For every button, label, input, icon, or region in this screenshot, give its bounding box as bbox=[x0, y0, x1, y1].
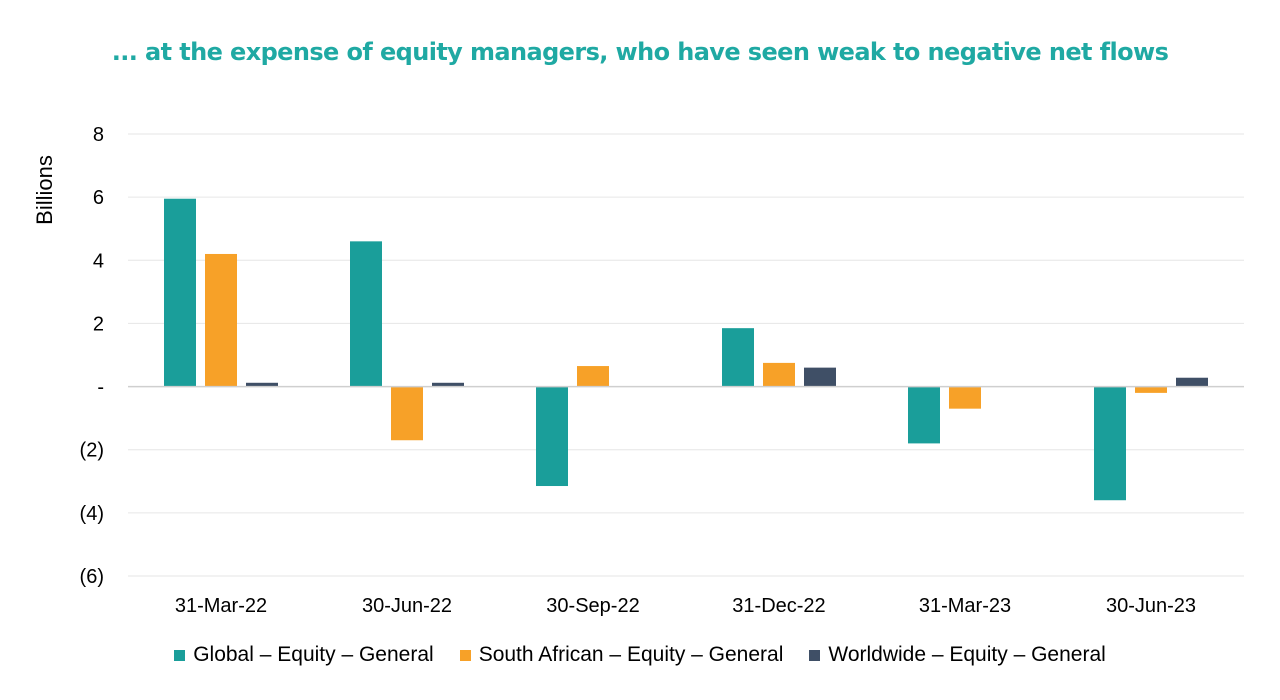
y-tick-label: (2) bbox=[80, 440, 104, 462]
bar bbox=[536, 386, 568, 487]
x-tick-label: 30-Jun-22 bbox=[362, 595, 452, 617]
y-tick-label: - bbox=[97, 377, 104, 399]
bar bbox=[1176, 377, 1208, 387]
x-tick-label: 30-Jun-23 bbox=[1106, 595, 1196, 617]
legend-item-worldwide: Worldwide – Equity – General bbox=[809, 643, 1106, 667]
y-tick-label: 4 bbox=[93, 250, 104, 272]
legend-swatch-worldwide bbox=[809, 649, 821, 661]
x-axis-ticks: 31-Mar-22 30-Jun-22 30-Sep-22 31-Dec-22 31-M… bbox=[175, 595, 1196, 617]
legend-label-worldwide: Worldwide – Equity – General bbox=[828, 643, 1106, 666]
y-tick-label: (4) bbox=[80, 503, 104, 525]
bar bbox=[432, 382, 464, 387]
legend-label-south-african: South African – Equity – General bbox=[478, 643, 784, 666]
legend-item-global: Global – Equity – General bbox=[174, 643, 434, 667]
bar bbox=[722, 328, 754, 387]
bar bbox=[391, 386, 423, 441]
x-tick-label: 31-Mar-22 bbox=[175, 595, 267, 617]
x-tick-label: 30-Sep-22 bbox=[546, 595, 639, 617]
legend-label-global: Global – Equity – General bbox=[193, 643, 434, 666]
bar bbox=[577, 366, 609, 387]
bar bbox=[1094, 386, 1126, 501]
chart-title: ... at the expense of equity managers, w… bbox=[111, 38, 1169, 66]
y-tick-label: (6) bbox=[80, 566, 104, 588]
y-tick-label: 8 bbox=[93, 124, 104, 146]
bar bbox=[164, 198, 196, 387]
legend-item-south-african: South African – Equity – General bbox=[459, 643, 784, 667]
y-tick-label: 6 bbox=[93, 187, 104, 209]
bar bbox=[1135, 386, 1167, 393]
legend: Global – Equity – General South African … bbox=[0, 643, 1280, 667]
x-tick-label: 31-Dec-22 bbox=[732, 595, 825, 617]
bar-chart: 8 6 4 2 - (2) (4) (6) 31-Mar-22 30-Jun-22 30-Sep-… bbox=[32, 124, 1244, 617]
legend-swatch-global bbox=[174, 649, 186, 661]
bar bbox=[205, 253, 237, 387]
y-axis-title: Billions bbox=[32, 155, 57, 225]
bar bbox=[804, 367, 836, 387]
y-axis-ticks: 8 6 4 2 - (2) (4) (6) bbox=[80, 124, 104, 588]
x-tick-label: 31-Mar-23 bbox=[919, 595, 1011, 617]
y-tick-label: 2 bbox=[93, 313, 104, 335]
bar bbox=[350, 241, 382, 387]
bar bbox=[763, 362, 795, 387]
bar bbox=[246, 382, 278, 387]
bars bbox=[164, 198, 1208, 501]
bar bbox=[908, 386, 940, 444]
bar bbox=[949, 386, 981, 409]
legend-swatch-south-african bbox=[459, 649, 471, 661]
gridlines bbox=[128, 133, 1244, 577]
